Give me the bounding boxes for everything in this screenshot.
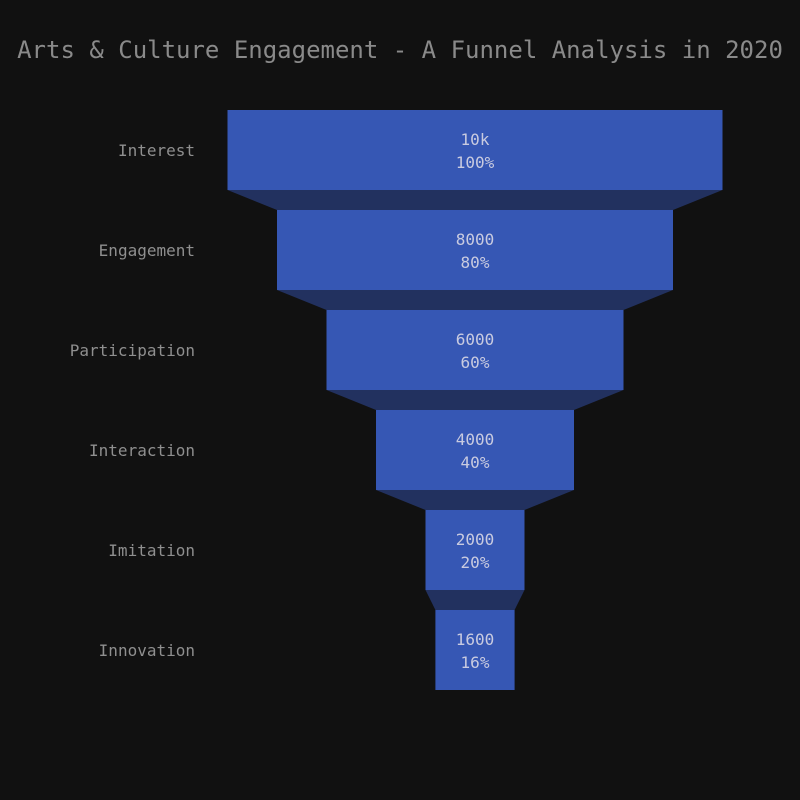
- stage-label: Innovation: [99, 641, 195, 660]
- percent-label: 80%: [461, 253, 490, 272]
- funnel-connector: [425, 590, 525, 610]
- funnel-bar-participation: [326, 310, 624, 390]
- stage-label: Participation: [70, 341, 195, 360]
- value-label: 8000: [456, 230, 495, 249]
- percent-label: 16%: [461, 653, 490, 672]
- funnel-bar-interest: [227, 110, 723, 190]
- funnel-connector: [227, 190, 723, 210]
- stage-label: Interest: [118, 141, 195, 160]
- stage-label: Imitation: [108, 541, 195, 560]
- funnel-bar-interaction: [376, 410, 574, 490]
- funnel-bar-engagement: [277, 210, 673, 290]
- percent-label: 20%: [461, 553, 490, 572]
- funnel-connector: [376, 490, 574, 510]
- funnel-bars: [227, 110, 723, 690]
- value-label: 1600: [456, 630, 495, 649]
- percent-label: 60%: [461, 353, 490, 372]
- funnel-bar-imitation: [425, 510, 525, 590]
- funnel-connector: [326, 390, 624, 410]
- funnel-connectors: [227, 190, 723, 610]
- stage-label: Engagement: [99, 241, 195, 260]
- value-label: 10k: [461, 130, 490, 149]
- value-label: 4000: [456, 430, 495, 449]
- chart-title: Arts & Culture Engagement - A Funnel Ana…: [17, 36, 783, 64]
- percent-label: 100%: [456, 153, 495, 172]
- funnel-labels: Interest 10k 100% Engagement 8000 80% Particip…: [70, 130, 495, 672]
- value-label: 6000: [456, 330, 495, 349]
- funnel-bar-innovation: [435, 610, 515, 690]
- percent-label: 40%: [461, 453, 490, 472]
- stage-label: Interaction: [89, 441, 195, 460]
- funnel-connector: [277, 290, 673, 310]
- value-label: 2000: [456, 530, 495, 549]
